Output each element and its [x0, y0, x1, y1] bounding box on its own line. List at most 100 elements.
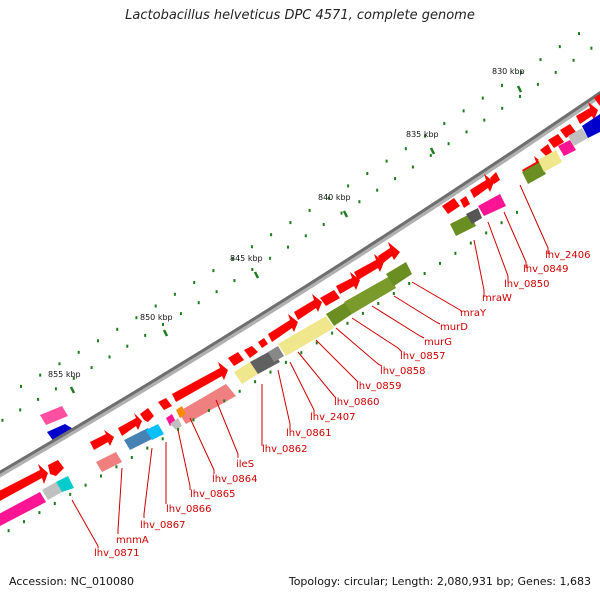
gc-dot	[100, 474, 102, 478]
gene-label: lhv_0866	[166, 504, 211, 515]
leader-line	[519, 184, 549, 254]
kbp-tick-marks	[69, 85, 523, 394]
gene-arrow	[490, 172, 500, 184]
gene-arrow	[228, 352, 244, 366]
gc-dot	[501, 106, 504, 110]
gc-dot	[377, 302, 380, 305]
kbp-tick-mark	[342, 210, 349, 218]
gene-feature	[170, 418, 182, 430]
gene-arrow	[576, 102, 598, 124]
gene-label: lhv_0861	[286, 428, 331, 439]
gc-dot	[193, 281, 196, 284]
gene-label: lhv_0857	[400, 351, 445, 362]
gc-dot	[53, 502, 56, 505]
gene-label: ileS	[236, 459, 254, 470]
kbp-tick: 855 kbp	[48, 370, 81, 379]
gc-dot	[69, 492, 72, 496]
gene-label: mnmA	[116, 535, 149, 546]
leader-line	[215, 399, 239, 458]
leader-line	[143, 447, 153, 518]
gc-dot	[485, 231, 488, 235]
gc-dot	[284, 360, 287, 364]
gc-dot	[238, 389, 241, 393]
gc-dot	[215, 290, 218, 294]
leader-line	[297, 351, 337, 399]
gc-dot	[1, 418, 4, 422]
gc-dot	[520, 71, 523, 74]
gc-dot	[443, 122, 446, 125]
gc-dot	[39, 373, 42, 377]
gc-dot	[539, 58, 542, 62]
gene-label: lhv_2406	[545, 250, 590, 261]
gene-arrow	[48, 460, 64, 476]
leader-line	[487, 221, 509, 282]
gc-dot	[394, 177, 397, 181]
gc-dot	[212, 269, 215, 273]
gc-dot	[469, 241, 472, 245]
gc-dot	[54, 387, 57, 391]
gc-dot	[481, 96, 484, 100]
gc-dot	[516, 210, 518, 214]
kbp-tick-mark	[69, 386, 76, 394]
leader-line	[351, 317, 403, 353]
leader-line	[393, 295, 441, 325]
inner-features	[0, 114, 600, 526]
gene-arrow	[540, 144, 552, 156]
gc-dot	[385, 159, 388, 163]
gene-feature	[478, 194, 506, 216]
gc-dot	[144, 333, 147, 337]
gene-label: lhv_0849	[523, 264, 568, 275]
leader-line	[71, 499, 99, 548]
gene-feature	[178, 384, 236, 424]
gc-dot	[130, 456, 133, 459]
gene-arrow	[90, 430, 114, 450]
gc-dot	[72, 376, 75, 380]
gene-label: lhv_0871	[94, 548, 139, 559]
gc-dot	[423, 272, 426, 275]
gene-feature	[326, 302, 352, 326]
gene-feature	[47, 424, 75, 442]
leader-line	[177, 429, 191, 490]
gc-dot	[161, 437, 164, 441]
outer-features	[40, 406, 75, 442]
gene-feature	[344, 276, 396, 314]
gene-arrow	[320, 290, 340, 306]
gc-dot	[116, 327, 119, 331]
gc-dot	[501, 83, 503, 87]
gc-dot	[223, 399, 226, 403]
gc-dot	[308, 208, 311, 212]
leader-line	[473, 239, 485, 296]
gene-arrow	[118, 413, 142, 436]
leader-line	[277, 369, 291, 430]
gc-dot	[135, 316, 138, 320]
gc-dot	[197, 301, 200, 305]
gc-dot	[23, 520, 25, 524]
leader-line	[335, 327, 383, 367]
gc-dot	[20, 384, 22, 388]
gc-dot	[578, 32, 580, 36]
gc-dot	[315, 341, 318, 345]
gene-feature	[568, 128, 588, 146]
kbp-tick: 845 kbp	[230, 254, 263, 263]
gc-dot	[77, 350, 80, 354]
gene-feature	[42, 482, 62, 500]
gc-dots-outer	[1, 32, 593, 422]
kbp-tick: 840 kbp	[318, 193, 351, 202]
gene-feature	[0, 492, 46, 526]
gc-dot	[7, 529, 10, 533]
gc-dot	[590, 46, 593, 50]
gc-dot	[447, 142, 450, 146]
map-title: Lactobacillus helveticus DPC 4571, compl…	[125, 8, 475, 23]
genome-backbone	[0, 91, 600, 478]
genome-backbone-line	[0, 91, 600, 474]
gc-dot	[177, 427, 180, 431]
gene-arrow	[336, 272, 360, 294]
gc-dot	[179, 312, 182, 316]
gc-dot	[366, 172, 369, 175]
gene-arrow	[354, 254, 384, 280]
gene-label: mraW	[482, 293, 512, 304]
gc-dot	[408, 282, 411, 285]
gc-dot	[554, 70, 557, 74]
gene-label: lhv_0864	[212, 474, 257, 485]
leader-line	[117, 467, 123, 534]
